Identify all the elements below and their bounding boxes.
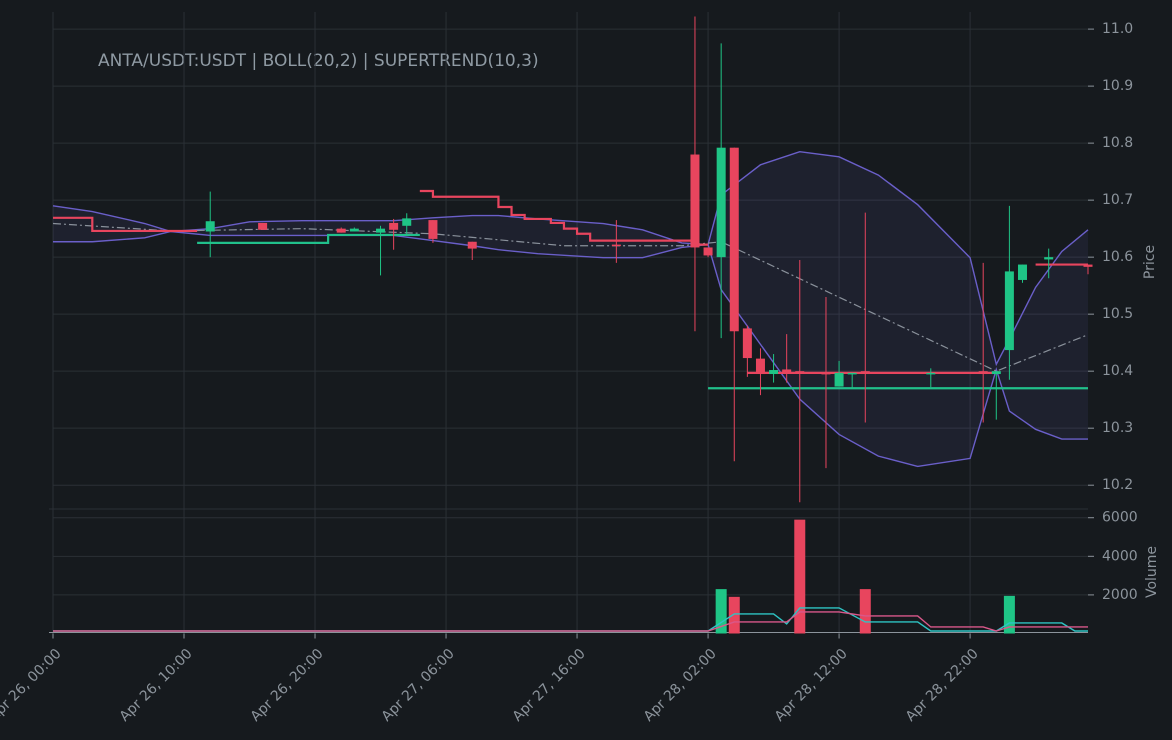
volume-bar bbox=[728, 596, 740, 634]
candle-body bbox=[716, 147, 726, 258]
y-axis-label: Price bbox=[1142, 245, 1158, 279]
candle-body bbox=[376, 228, 386, 233]
y-tick-label: 2000 bbox=[1102, 587, 1138, 603]
candle-body bbox=[978, 371, 988, 375]
candle-body bbox=[729, 147, 739, 332]
y-tick-label: 10.8 bbox=[1102, 135, 1133, 151]
x-tick-label: Apr 27, 06:00 bbox=[379, 646, 458, 725]
volume-bar bbox=[794, 519, 806, 634]
candle-body bbox=[1083, 264, 1093, 267]
volume-bar bbox=[859, 589, 871, 634]
x-tick-label: Apr 28, 12:00 bbox=[772, 646, 851, 725]
volume-bar bbox=[715, 589, 727, 634]
candle-body bbox=[1017, 264, 1027, 280]
candle-body bbox=[926, 372, 936, 375]
y-tick-label: 11.0 bbox=[1102, 21, 1133, 37]
y-tick-label: 10.2 bbox=[1102, 477, 1133, 493]
y-tick-label: 6000 bbox=[1102, 510, 1138, 526]
candle-body bbox=[1004, 271, 1014, 351]
chart-title: ANTA/USDT:USDT | BOLL(20,2) | SUPERTREND… bbox=[98, 51, 539, 71]
volume-bar bbox=[1003, 595, 1015, 634]
candle-body bbox=[991, 371, 1001, 375]
candle-body bbox=[389, 222, 399, 230]
x-tick-label: Apr 27, 16:00 bbox=[510, 646, 589, 725]
candle-body bbox=[336, 228, 346, 233]
candle-body bbox=[860, 371, 870, 375]
candle-body bbox=[349, 228, 359, 232]
candle-body bbox=[795, 371, 805, 373]
y-tick-label: 10.9 bbox=[1102, 78, 1133, 94]
candle-body bbox=[428, 220, 438, 239]
volume-line bbox=[53, 611, 1088, 632]
y-tick-label: 10.7 bbox=[1102, 192, 1133, 208]
candle-body bbox=[742, 328, 752, 359]
y-tick-label: 10.5 bbox=[1102, 306, 1133, 322]
candle-body bbox=[258, 222, 268, 230]
y-tick-label: 4000 bbox=[1102, 548, 1138, 564]
y-tick-label: 10.4 bbox=[1102, 363, 1133, 379]
candle-body bbox=[703, 247, 713, 256]
volume-line bbox=[53, 607, 1088, 632]
x-tick-label: Apr 26, 20:00 bbox=[248, 646, 327, 725]
candle-body bbox=[402, 218, 412, 226]
candle-body bbox=[1044, 257, 1054, 260]
candle-body bbox=[611, 244, 621, 247]
candle-body bbox=[205, 221, 215, 232]
x-tick-label: Apr 26, 00:00 bbox=[0, 646, 65, 725]
x-tick-label: Apr 28, 22:00 bbox=[903, 646, 982, 725]
x-tick-label: Apr 26, 10:00 bbox=[117, 646, 196, 725]
indicator-line bbox=[53, 189, 1088, 374]
candle-body bbox=[467, 241, 477, 249]
candle-body bbox=[834, 372, 844, 387]
x-tick-label: Apr 28, 02:00 bbox=[641, 646, 720, 725]
y-tick-label: 10.6 bbox=[1102, 249, 1133, 265]
candle-body bbox=[821, 372, 831, 375]
candle-body bbox=[755, 358, 765, 375]
band-fill bbox=[53, 151, 1088, 467]
candle-body bbox=[769, 370, 779, 375]
candle-body bbox=[690, 154, 700, 248]
y-tick-label: 10.3 bbox=[1102, 420, 1133, 436]
candle-body bbox=[847, 372, 857, 375]
candle-body bbox=[782, 369, 792, 373]
indicator-line bbox=[197, 233, 1088, 390]
y-axis-label: Volume bbox=[1144, 546, 1160, 598]
